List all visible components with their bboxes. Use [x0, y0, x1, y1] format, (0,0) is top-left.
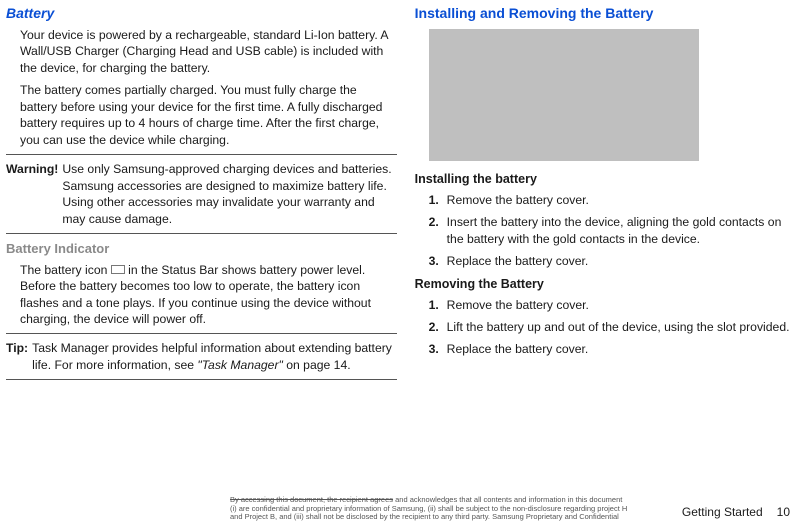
step-text: Remove the battery cover.	[447, 297, 790, 313]
step-number: 3.	[429, 341, 447, 357]
footer-page: Getting Started 10	[682, 504, 790, 520]
step-text: Replace the battery cover.	[447, 341, 790, 357]
subheading-installing: Installing the battery	[415, 171, 790, 188]
tip-text-italic: "Task Manager"	[197, 358, 282, 372]
footer-page-number: 10	[777, 505, 790, 519]
list-item: 3.Replace the battery cover.	[429, 253, 790, 269]
subheading-removing: Removing the Battery	[415, 276, 790, 293]
list-item: 1.Remove the battery cover.	[429, 297, 790, 313]
battery-intro-1: Your device is powered by a rechargeable…	[20, 27, 397, 76]
battery-image-placeholder	[429, 29, 699, 161]
tip-text-b: on page 14.	[283, 358, 351, 372]
divider	[6, 233, 397, 234]
battery-intro-2: The battery comes partially charged. You…	[20, 82, 397, 148]
heading-install-remove: Installing and Removing the Battery	[415, 4, 790, 23]
step-number: 3.	[429, 253, 447, 269]
battery-icon	[111, 265, 125, 274]
heading-battery: Battery	[6, 4, 397, 23]
warning-body: Use only Samsung-approved charging devic…	[62, 161, 396, 227]
step-number: 1.	[429, 297, 447, 313]
warning-label: Warning!	[6, 161, 62, 227]
step-text: Replace the battery cover.	[447, 253, 790, 269]
step-number: 2.	[429, 319, 447, 335]
indicator-paragraph: The battery icon in the Status Bar shows…	[20, 262, 397, 328]
step-text: Lift the battery up and out of the devic…	[447, 319, 790, 335]
step-text: Insert the battery into the device, alig…	[447, 214, 790, 247]
tip-body: Task Manager provides helpful informatio…	[32, 340, 397, 373]
list-item: 2.Lift the battery up and out of the dev…	[429, 319, 790, 335]
list-item: 2.Insert the battery into the device, al…	[429, 214, 790, 247]
warning-block: Warning! Use only Samsung-approved charg…	[6, 161, 397, 227]
divider	[6, 379, 397, 380]
indicator-text-a: The battery icon	[20, 263, 111, 277]
heading-battery-indicator: Battery Indicator	[6, 240, 397, 258]
step-number: 2.	[429, 214, 447, 247]
footer-legal: By accessing this document, the recipien…	[230, 496, 630, 522]
install-steps: 1.Remove the battery cover. 2.Insert the…	[415, 192, 790, 270]
remove-steps: 1.Remove the battery cover. 2.Lift the b…	[415, 297, 790, 358]
list-item: 1.Remove the battery cover.	[429, 192, 790, 208]
tip-block: Tip: Task Manager provides helpful infor…	[6, 340, 397, 373]
divider	[6, 333, 397, 334]
footer-section: Getting Started	[682, 505, 763, 519]
tip-label: Tip:	[6, 340, 32, 373]
step-number: 1.	[429, 192, 447, 208]
step-text: Remove the battery cover.	[447, 192, 790, 208]
divider	[6, 154, 397, 155]
list-item: 3.Replace the battery cover.	[429, 341, 790, 357]
